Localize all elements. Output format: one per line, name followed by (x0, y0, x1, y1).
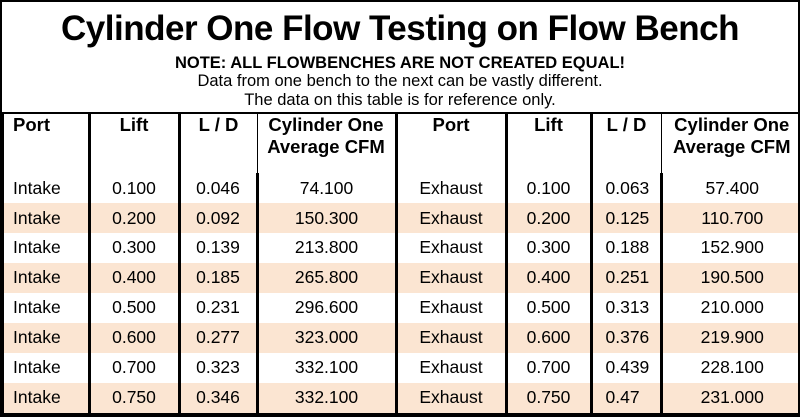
table-cell: 0.300 (504, 233, 591, 263)
table-cell: 0.376 (589, 322, 661, 353)
table-row: Intake 0.400 0.185 265.800 Exhaust 0.400 0.251… (3, 262, 798, 293)
table-row: Intake 0.300 0.139 213.800 Exhaust 0.300 0.188… (3, 233, 798, 263)
table-row: Intake 0.700 0.323 332.100 Exhaust 0.700 0.439… (3, 352, 798, 383)
table-cell: Exhaust (394, 292, 506, 323)
table-cell: 0.046 (177, 173, 257, 204)
table-cell: 231.000 (659, 382, 798, 414)
column-header-cfm-intake: Cylinder One Average CFM (256, 113, 396, 174)
header-row: Port Lift L / D Cylinder One Average CFM… (3, 113, 798, 174)
table-cell: 0.277 (177, 322, 257, 353)
table-cell: Exhaust (394, 203, 506, 234)
table-cell: 0.750 (87, 382, 179, 414)
table-cell: 219.900 (659, 322, 798, 353)
table-cell: 228.100 (659, 352, 798, 383)
table-cell: Exhaust (394, 382, 506, 414)
page-title: Cylinder One Flow Testing on Flow Bench (61, 9, 739, 48)
table-cell: 0.313 (589, 292, 661, 323)
table-cell: 0.188 (589, 233, 661, 263)
table-cell: 152.900 (659, 233, 798, 263)
note-line-2: Data from one bench to the next can be v… (197, 72, 603, 91)
table-cell: 0.500 (87, 292, 179, 323)
table-cell: 74.100 (255, 173, 396, 204)
table-cell: 332.100 (255, 352, 396, 383)
flow-data-table: Port Lift L / D Cylinder One Average CFM… (2, 112, 798, 415)
table-cell: 190.500 (659, 262, 798, 293)
table-cell: 0.100 (504, 173, 591, 204)
table-cell: 265.800 (255, 262, 396, 293)
table-cell: Intake (13, 267, 61, 288)
table-cell: 0.100 (87, 173, 179, 204)
table-cell: 213.800 (255, 233, 396, 263)
table-cell: 0.600 (87, 322, 179, 353)
table-cell: 0.251 (589, 262, 661, 293)
table-header: Port Lift L / D Cylinder One Average CFM… (3, 113, 798, 174)
table-cell: Intake (13, 357, 61, 378)
table-cell: 0.400 (504, 262, 591, 293)
table-cell: 0.092 (177, 203, 257, 234)
table-cell: Exhaust (394, 233, 506, 263)
table-cell: 0.125 (589, 203, 661, 234)
table-cell: Intake (13, 237, 61, 258)
table-cell: Intake (13, 207, 61, 228)
table-cell: 0.323 (177, 352, 257, 383)
table-cell: 332.100 (255, 382, 396, 414)
table-cell: 210.000 (659, 292, 798, 323)
table-cell: 150.300 (255, 203, 396, 234)
table-row: Intake 0.750 0.346 332.100 Exhaust 0.750 0.47 2… (3, 382, 798, 414)
column-header-cfm-exhaust: Cylinder One Average CFM (660, 113, 798, 174)
column-header-port-exhaust: Port (394, 113, 506, 174)
table-cell: 0.750 (504, 382, 591, 414)
column-header-port-intake: Port (13, 114, 50, 136)
table-cell: Intake (13, 177, 61, 198)
table-cell: Exhaust (394, 262, 506, 293)
table-body: Intake 0.100 0.046 74.100 Exhaust 0.100 0.063 5… (3, 173, 798, 414)
table-cell: Intake (13, 387, 61, 408)
table-cell: 0.185 (177, 262, 257, 293)
note-line-1: NOTE: ALL FLOWBENCHES ARE NOT CREATED EQ… (174, 53, 626, 72)
column-header-lift-intake: Lift (87, 113, 179, 174)
table-row: Intake 0.200 0.092 150.300 Exhaust 0.200 0.125… (3, 203, 798, 234)
table-cell: 0.600 (504, 322, 591, 353)
table-cell: 323.000 (255, 322, 396, 353)
table-cell: 0.500 (504, 292, 591, 323)
table-cell: 296.600 (255, 292, 396, 323)
table-cell: 0.231 (177, 292, 257, 323)
table-row: Intake 0.500 0.231 296.600 Exhaust 0.500 0.313… (3, 292, 798, 323)
table-cell: 110.700 (659, 203, 798, 234)
note-line-3: The data on this table is for reference … (244, 90, 556, 109)
table-row: Intake 0.100 0.046 74.100 Exhaust 0.100 0.063 5… (3, 173, 798, 204)
table-cell: 0.700 (87, 352, 179, 383)
table-cell: 0.439 (589, 352, 661, 383)
table-cell: 0.200 (504, 203, 591, 234)
table-cell: 0.139 (177, 233, 257, 263)
column-header-ld-intake: L / D (177, 113, 257, 174)
table-cell: 0.47 (589, 382, 661, 414)
table-cell: Intake (13, 297, 61, 318)
table-cell: 57.400 (659, 173, 798, 204)
table-row: Intake 0.600 0.277 323.000 Exhaust 0.600 0.376… (3, 322, 798, 353)
table-cell: 0.400 (87, 262, 179, 293)
table-cell: 0.700 (504, 352, 591, 383)
table-cell: Exhaust (394, 322, 506, 353)
table-cell: 0.300 (87, 233, 179, 263)
column-header-lift-exhaust: Lift (504, 113, 591, 174)
column-header-ld-exhaust: L / D (589, 113, 661, 174)
table-cell: Exhaust (394, 173, 506, 204)
table-cell: Exhaust (394, 352, 506, 383)
table-cell: 0.200 (87, 203, 179, 234)
table-cell: Intake (13, 327, 61, 348)
table-cell: 0.346 (177, 382, 257, 414)
note-block: NOTE: ALL FLOWBENCHES ARE NOT CREATED EQ… (2, 54, 798, 109)
table-cell: 0.063 (589, 173, 661, 204)
table-wrap: Port Lift L / D Cylinder One Average CFM… (2, 112, 798, 415)
